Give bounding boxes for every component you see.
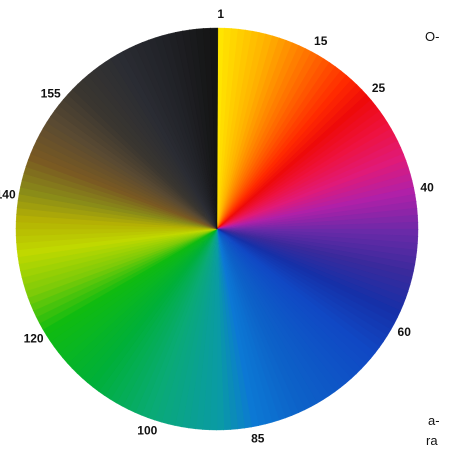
segment-label-60: 60 bbox=[398, 325, 412, 339]
wheel-segment-180 bbox=[209, 27, 219, 230]
edge-text-bottom-right-2: ra bbox=[426, 433, 438, 448]
edge-text-top-right: O- bbox=[425, 29, 440, 44]
segment-label-85: 85 bbox=[251, 431, 265, 445]
segment-label-1: 1 bbox=[217, 7, 224, 21]
label-group: 1 15 25 40 60 85 100 120 140 155 bbox=[0, 7, 434, 445]
segment-label-25: 25 bbox=[372, 81, 386, 95]
segment-label-40: 40 bbox=[420, 180, 434, 194]
segment-label-100: 100 bbox=[137, 423, 157, 437]
edge-text-bottom-right-1: a- bbox=[428, 413, 440, 428]
segment-label-140: 140 bbox=[0, 188, 16, 202]
segment-label-155: 155 bbox=[41, 86, 61, 100]
segment-label-15: 15 bbox=[314, 34, 328, 48]
wedge-group bbox=[15, 27, 419, 431]
segment-label-120: 120 bbox=[24, 331, 44, 345]
